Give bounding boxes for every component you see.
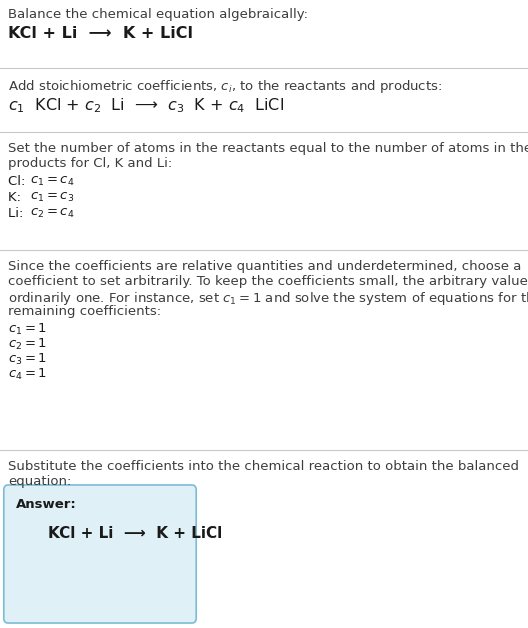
Text: KCl + Li  ⟶  K + LiCl: KCl + Li ⟶ K + LiCl [8,26,193,41]
Text: $c_1$  KCl + $c_2$  Li  ⟶  $c_3$  K + $c_4$  LiCl: $c_1$ KCl + $c_2$ Li ⟶ $c_3$ K + $c_4$ L… [8,96,284,115]
Text: ordinarily one. For instance, set $c_1 = 1$ and solve the system of equations fo: ordinarily one. For instance, set $c_1 =… [8,290,528,307]
Text: K:: K: [8,191,30,204]
Text: $c_4 = 1$: $c_4 = 1$ [8,367,47,382]
Text: Since the coefficients are relative quantities and underdetermined, choose a: Since the coefficients are relative quan… [8,260,521,273]
Text: coefficient to set arbitrarily. To keep the coefficients small, the arbitrary va: coefficient to set arbitrarily. To keep … [8,275,528,288]
Text: $c_2 = 1$: $c_2 = 1$ [8,337,47,352]
FancyBboxPatch shape [4,485,196,623]
Text: Balance the chemical equation algebraically:: Balance the chemical equation algebraica… [8,8,308,21]
Text: remaining coefficients:: remaining coefficients: [8,305,161,318]
Text: Li:: Li: [8,207,32,220]
Text: $c_2 = c_4$: $c_2 = c_4$ [30,207,74,220]
Text: Add stoichiometric coefficients, $c_i$, to the reactants and products:: Add stoichiometric coefficients, $c_i$, … [8,78,442,95]
Text: $c_1 = c_3$: $c_1 = c_3$ [30,191,74,204]
Text: Substitute the coefficients into the chemical reaction to obtain the balanced: Substitute the coefficients into the che… [8,460,519,473]
Text: Set the number of atoms in the reactants equal to the number of atoms in the: Set the number of atoms in the reactants… [8,142,528,155]
Text: $c_1 = 1$: $c_1 = 1$ [8,322,47,337]
Text: Cl:: Cl: [8,175,30,188]
Text: Answer:: Answer: [16,498,77,511]
Text: products for Cl, K and Li:: products for Cl, K and Li: [8,157,172,170]
Text: $c_1 = c_4$: $c_1 = c_4$ [30,175,74,188]
Text: equation:: equation: [8,475,71,488]
Text: $c_3 = 1$: $c_3 = 1$ [8,352,47,367]
Text: KCl + Li  ⟶  K + LiCl: KCl + Li ⟶ K + LiCl [48,526,222,541]
